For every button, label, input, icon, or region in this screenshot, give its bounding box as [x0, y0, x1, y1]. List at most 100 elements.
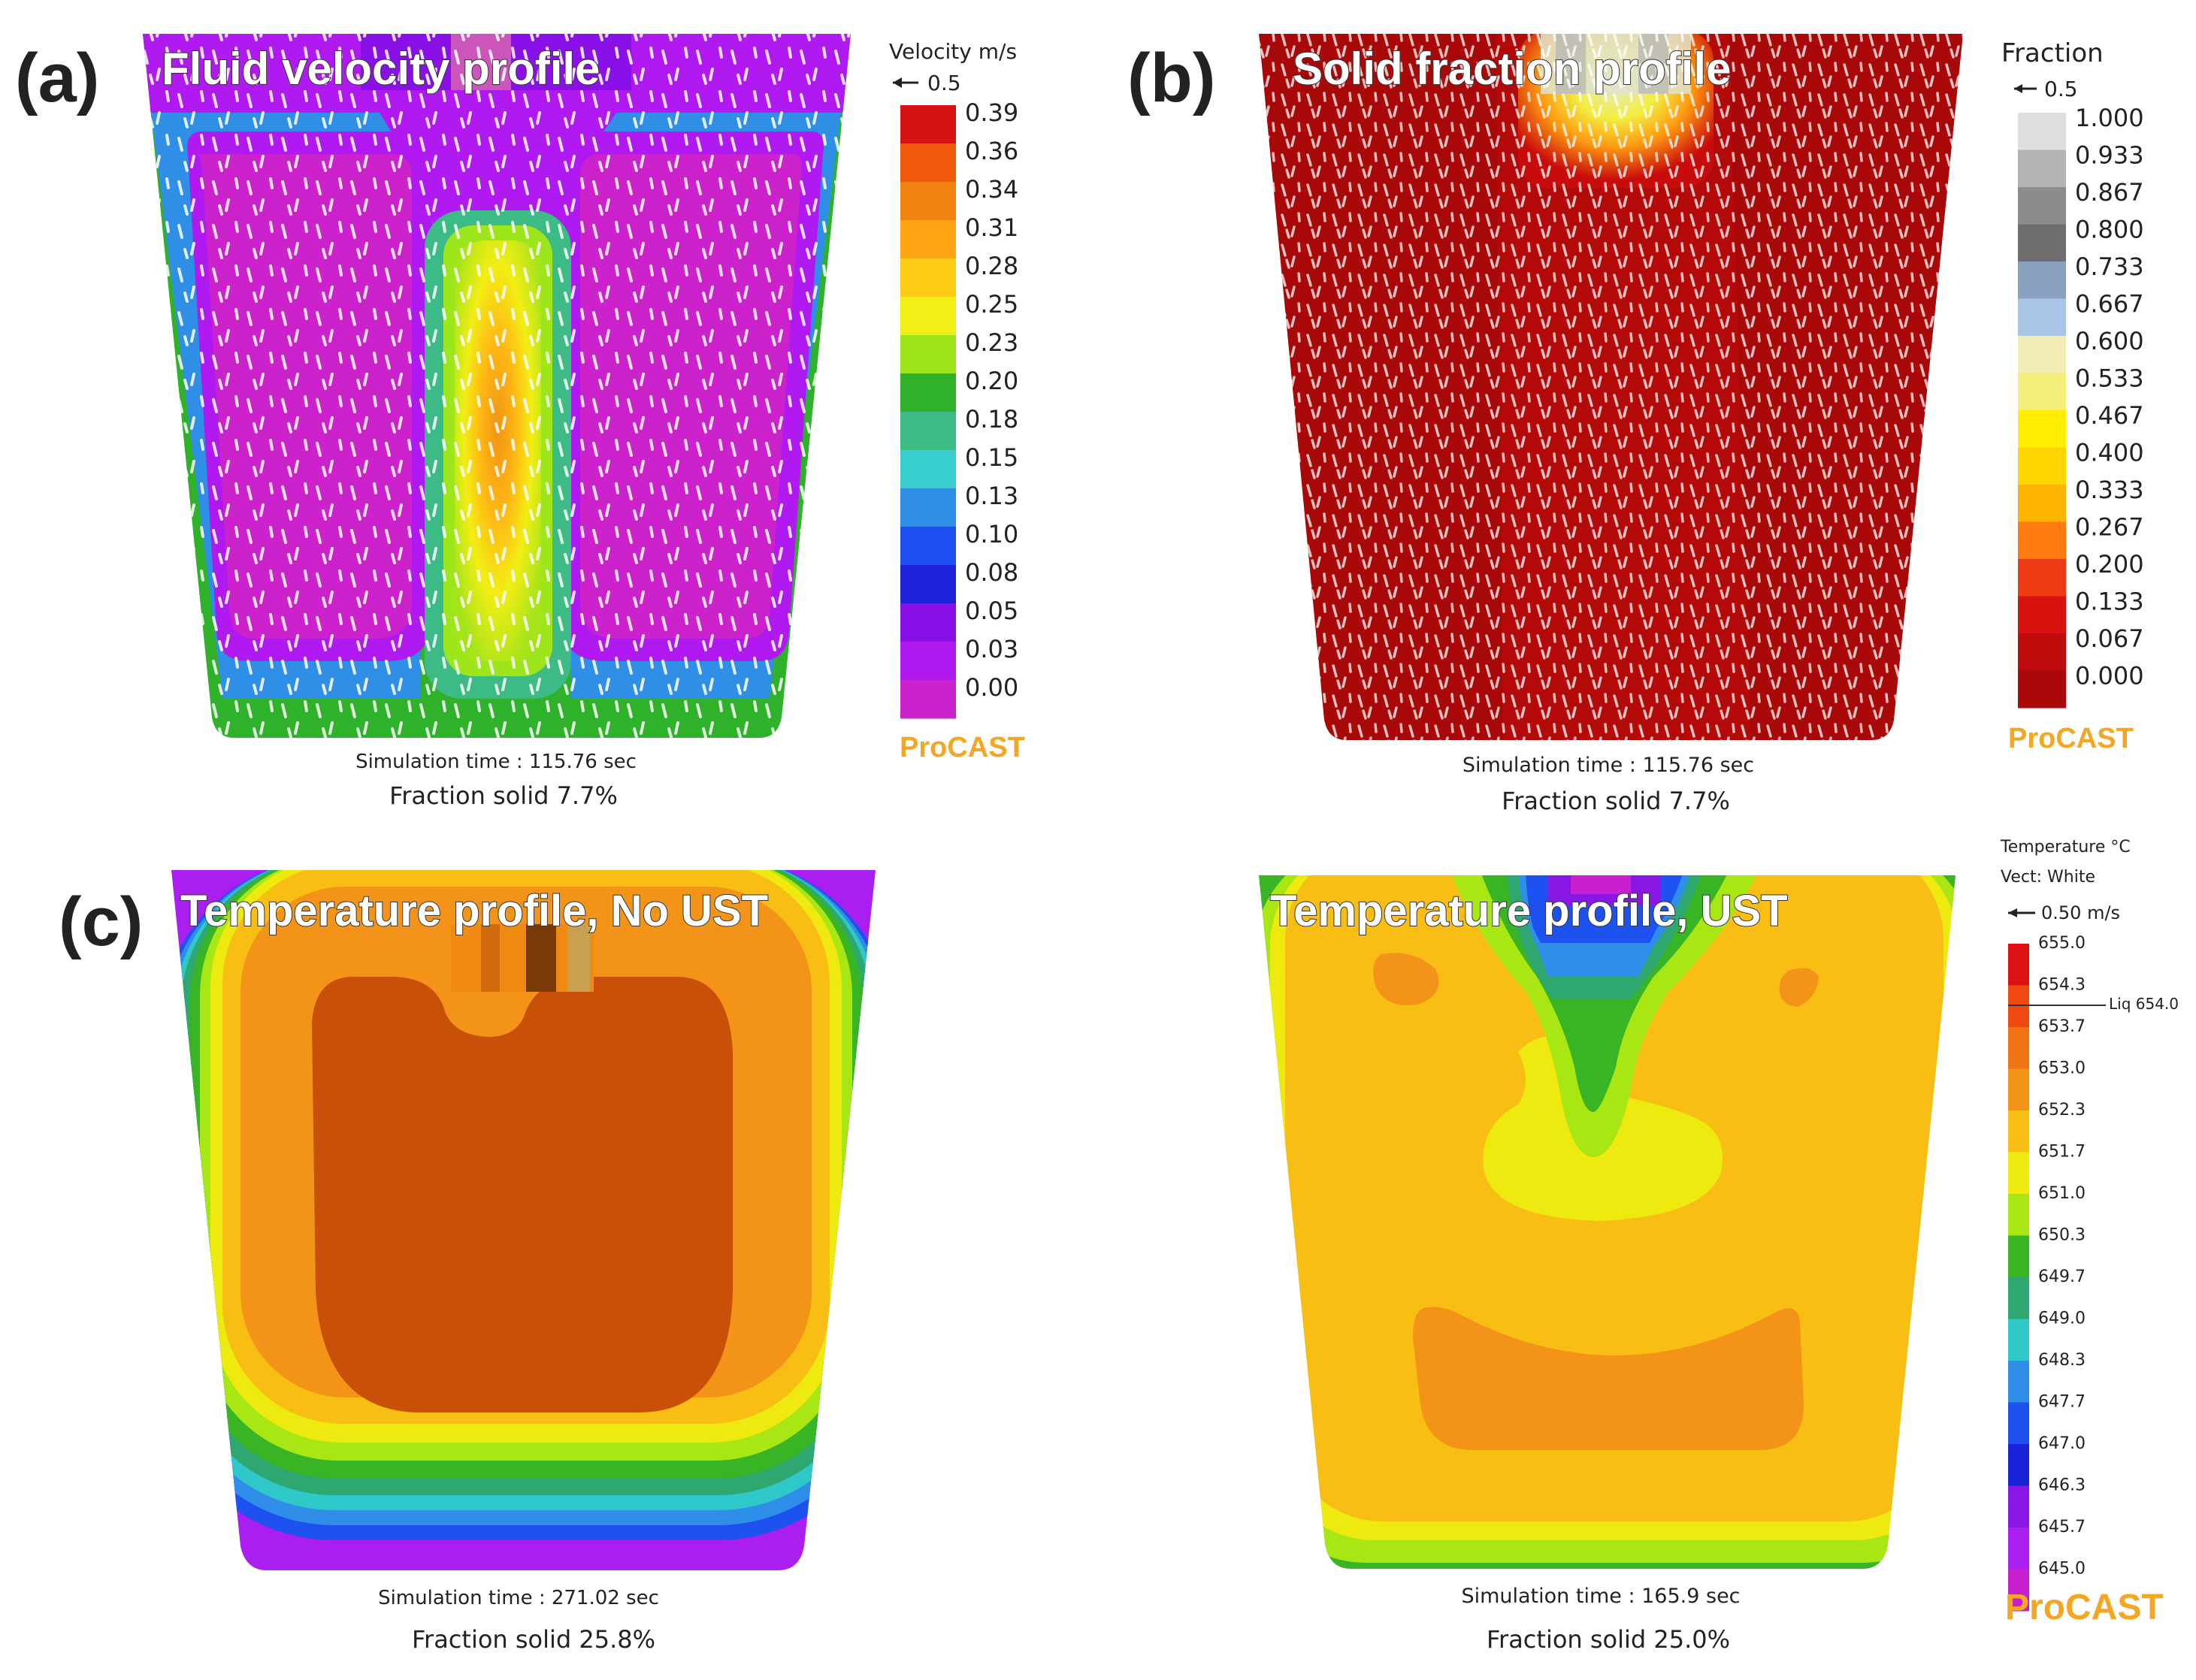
- colorbar-tick-label: 0.25: [965, 290, 1018, 319]
- colorbar-swatch: [900, 220, 956, 259]
- panel-a-letter: (a): [15, 40, 99, 116]
- panel-b-sim-time: Simulation time : 115.76 sec: [1462, 754, 1754, 777]
- colorbar-tick-label: 649.0: [2038, 1310, 2086, 1328]
- panel-c-fraction: Fraction solid 25.8%: [412, 1625, 655, 1654]
- panel-a-fraction: Fraction solid 7.7%: [389, 781, 618, 810]
- colorbar-swatch: [900, 412, 956, 451]
- colorbar-swatch: [900, 565, 956, 604]
- colorbar-swatch: [2018, 113, 2066, 150]
- colorbar-tick-label: 651.7: [2038, 1143, 2086, 1162]
- panel-b-title: Solid fraction profile: [1293, 44, 1731, 94]
- colorbar-tick-label: 0.200: [2075, 550, 2144, 579]
- panel-d-liquidus-label: Liq 654.0: [2109, 995, 2179, 1013]
- panel-d-title: Temperature profile, UST: [1270, 887, 1788, 935]
- panel-d-arrow-icon: [2008, 908, 2035, 917]
- colorbar-swatch: [2008, 1068, 2029, 1111]
- temperature-no-ust-contour-plot: [171, 870, 876, 1570]
- panel-a-legend: Velocity m/s 0.5 0.39 0.36 0.34 0.31 0.28 0.2…: [889, 39, 1025, 763]
- colorbar-swatch: [2018, 521, 2066, 560]
- panel-d-fraction: Fraction solid 25.0%: [1487, 1625, 1730, 1654]
- colorbar-tick-label: 0.18: [965, 405, 1018, 434]
- colorbar-swatch: [2018, 410, 2066, 448]
- colorbar-tick-label: 0.28: [965, 252, 1018, 280]
- solid-fraction-contour-plot: [1259, 34, 1963, 740]
- colorbar-tick-label: 0.39: [965, 98, 1018, 127]
- colorbar-swatch: [900, 680, 956, 719]
- colorbar-swatch: [900, 488, 956, 527]
- colorbar-swatch: [900, 297, 956, 336]
- panel-b-colorbar: 1.000 0.933 0.867 0.800 0.733 0.667 0.600 0.533…: [2018, 104, 2144, 709]
- colorbar-tick-label: 651.0: [2038, 1184, 2086, 1203]
- colorbar-tick-label: 0.10: [965, 520, 1018, 548]
- colorbar-swatch: [2018, 670, 2066, 709]
- colorbar-tick-label: 653.0: [2038, 1059, 2086, 1078]
- colorbar-swatch: [2008, 1194, 2029, 1236]
- panel-a-sim-time: Simulation time : 115.76 sec: [355, 751, 637, 773]
- colorbar-swatch: [2008, 1027, 2029, 1069]
- colorbar-swatch: [2008, 1235, 2029, 1278]
- colorbar-swatch: [900, 450, 956, 489]
- panel-d-legend-subtitle: Vect: White: [2001, 868, 2095, 887]
- colorbar-tick-label: 0.08: [965, 558, 1018, 587]
- panel-a-legend-title: Velocity m/s: [889, 39, 1017, 64]
- colorbar-swatch: [2018, 559, 2066, 597]
- panel-c-sim-time: Simulation time : 271.02 sec: [378, 1587, 659, 1609]
- colorbar-swatch: [2008, 1361, 2029, 1403]
- panel-b-arrow-label: 0.5: [2044, 77, 2078, 101]
- colorbar-swatch: [2008, 1569, 2029, 1612]
- colorbar-swatch: [2008, 1402, 2029, 1445]
- colorbar-tick-label: 646.3: [2038, 1476, 2086, 1495]
- velocity-contour-plot: [143, 34, 851, 738]
- panel-d-legend: Temperature °C Vect: White 0.50 m/s 655.…: [2000, 838, 2179, 1627]
- panel-d-sim-time: Simulation time : 165.9 sec: [1461, 1585, 1740, 1608]
- colorbar-tick-label: 0.15: [965, 443, 1018, 472]
- colorbar-swatch: [2018, 187, 2066, 225]
- colorbar-swatch: [2018, 261, 2066, 299]
- colorbar-tick-label: 647.0: [2038, 1434, 2086, 1453]
- colorbar-tick-label: 0.733: [2075, 252, 2144, 281]
- panel-b-brand: ProCAST: [2008, 723, 2134, 754]
- colorbar-swatch: [900, 258, 956, 298]
- colorbar-tick-label: 0.867: [2075, 178, 2144, 207]
- colorbar-swatch: [900, 373, 956, 412]
- colorbar-swatch: [2008, 1277, 2029, 1319]
- colorbar-swatch: [900, 144, 956, 183]
- panel-a-brand: ProCAST: [900, 732, 1025, 763]
- temperature-ust-contour-plot: [1259, 875, 1956, 1569]
- colorbar-swatch: [2018, 596, 2066, 634]
- panel-a: (a) Fluid velocity profile Simulation ti…: [15, 34, 1025, 810]
- colorbar-tick-label: 649.7: [2038, 1268, 2086, 1286]
- colorbar-swatch: [2018, 336, 2066, 373]
- colorbar-tick-label: 0.03: [965, 635, 1018, 663]
- colorbar-swatch: [2018, 633, 2066, 671]
- panel-a-arrow-label: 0.5: [927, 71, 961, 95]
- colorbar-swatch: [2018, 298, 2066, 337]
- colorbar-tick-label: 0.533: [2075, 364, 2144, 393]
- colorbar-swatch: [2018, 485, 2066, 522]
- panel-b-fraction: Fraction solid 7.7%: [1502, 787, 1730, 815]
- colorbar-tick-label: 0.333: [2075, 476, 2144, 504]
- colorbar-tick-label: 0.133: [2075, 588, 2144, 616]
- panel-a-title: Fluid velocity profile: [162, 44, 600, 94]
- colorbar-tick-label: 645.7: [2038, 1518, 2086, 1536]
- colorbar-tick-label: 0.05: [965, 597, 1018, 625]
- panel-b-letter: (b): [1127, 40, 1215, 116]
- colorbar-swatch: [900, 603, 956, 642]
- colorbar-tick-label: 655.0: [2038, 934, 2086, 953]
- colorbar-swatch: [900, 182, 956, 221]
- colorbar-swatch: [2018, 150, 2066, 188]
- panel-d-legend-title: Temperature °C: [2000, 838, 2131, 857]
- colorbar-swatch: [2018, 373, 2066, 411]
- colorbar-tick-label: 0.31: [965, 213, 1018, 242]
- panel-c: (c) Temperature profile, No UST Simulati…: [59, 870, 876, 1654]
- colorbar-tick-label: 0.400: [2075, 439, 2144, 467]
- panel-d: Temperature profile, UST Simulation time…: [1259, 838, 2179, 1654]
- panel-b-legend-title: Fraction: [2001, 38, 2104, 68]
- colorbar-tick-label: 650.3: [2038, 1226, 2086, 1245]
- panel-b-arrow-icon: [2014, 84, 2037, 93]
- panel-c-title: Temperature profile, No UST: [180, 887, 768, 935]
- colorbar-tick-label: 0.667: [2075, 290, 2144, 319]
- colorbar-swatch: [900, 335, 956, 374]
- colorbar-tick-label: 0.800: [2075, 216, 2144, 244]
- panel-c-letter: (c): [59, 884, 143, 960]
